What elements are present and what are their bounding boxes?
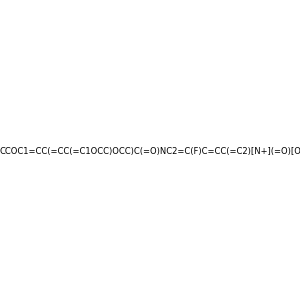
Text: CCOC1=CC(=CC(=C1OCC)OCC)C(=O)NC2=C(F)C=CC(=C2)[N+](=O)[O-]: CCOC1=CC(=CC(=C1OCC)OCC)C(=O)NC2=C(F)C=C… (0, 147, 300, 156)
